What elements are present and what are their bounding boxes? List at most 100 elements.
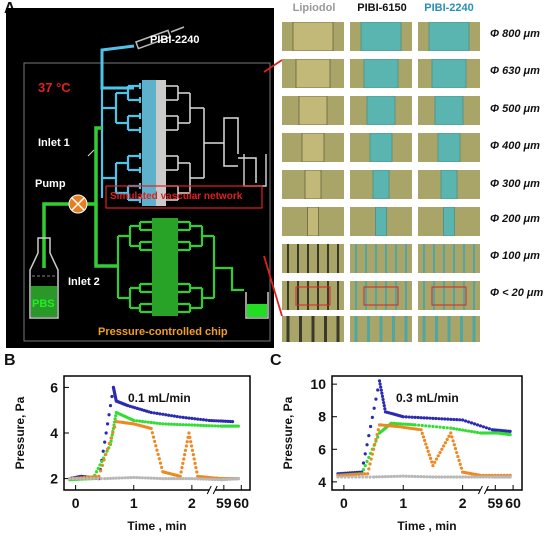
data-point (373, 442, 377, 446)
y-tick-label: 6 (318, 441, 326, 457)
data-point (210, 418, 214, 423)
data-point (365, 459, 369, 464)
micrograph-tile (282, 96, 344, 125)
data-point (407, 415, 411, 419)
data-point (399, 422, 403, 426)
data-point (458, 475, 462, 479)
column-title-pibi6150: PIBI-6150 (357, 2, 407, 14)
data-point (212, 419, 216, 423)
data-point (369, 457, 373, 461)
micrograph-tile (350, 244, 412, 273)
data-point (430, 460, 434, 464)
data-point (351, 472, 355, 477)
data-point (446, 417, 450, 421)
syringe-label: PIBI-2240 (150, 34, 200, 46)
data-point (379, 388, 383, 392)
x-tick-label: 59 (487, 495, 503, 511)
data-point (361, 461, 366, 465)
data-point (104, 452, 108, 457)
data-point (472, 430, 477, 434)
data-point (466, 420, 471, 424)
data-point (431, 475, 435, 479)
data-point (361, 468, 366, 472)
data-point (472, 475, 477, 479)
data-point (416, 474, 420, 479)
data-point (420, 431, 424, 435)
data-point (347, 475, 351, 479)
micrograph-tile (282, 207, 344, 236)
x-tick-label: 0 (72, 495, 80, 511)
data-point (180, 466, 184, 470)
micrograph-tile (282, 170, 344, 199)
data-point (379, 385, 383, 389)
data-point (201, 423, 206, 428)
data-point (151, 435, 156, 439)
data-point (132, 418, 136, 423)
data-point (377, 475, 382, 479)
data-point (167, 477, 171, 481)
data-point (423, 438, 427, 443)
data-point (143, 476, 147, 480)
data-point (368, 424, 373, 429)
micrograph-tile (418, 170, 480, 199)
data-point (469, 429, 474, 434)
data-point (85, 477, 89, 481)
data-point (371, 447, 376, 451)
data-point (182, 457, 186, 461)
data-point (156, 452, 160, 457)
data-point (183, 448, 188, 452)
rate-annotation: 0.1 mL/min (128, 391, 191, 405)
data-point (401, 422, 405, 426)
data-point (419, 475, 423, 479)
data-point (107, 413, 111, 417)
data-point (155, 411, 159, 415)
y-tick-label: 6 (50, 379, 58, 395)
data-point (408, 422, 412, 427)
data-point (469, 475, 474, 479)
data-point (404, 415, 408, 419)
data-point (487, 427, 491, 431)
network-capillaries (142, 80, 166, 206)
data-point (445, 437, 449, 442)
axis-break (209, 486, 216, 494)
data-point (190, 416, 194, 421)
data-point (158, 461, 163, 465)
data-point (350, 475, 354, 479)
data-point (438, 450, 442, 455)
data-point (161, 477, 165, 481)
data-point (192, 457, 196, 461)
data-point (71, 477, 75, 481)
data-point (437, 475, 441, 479)
axis-break (480, 486, 487, 494)
data-point (184, 477, 188, 481)
data-point (417, 423, 421, 427)
data-point (398, 474, 402, 478)
data-point (216, 424, 220, 428)
data-point (434, 475, 438, 479)
data-point (152, 476, 156, 480)
data-point (398, 425, 402, 429)
data-point (406, 422, 410, 426)
data-point (368, 462, 372, 466)
data-point (213, 477, 217, 482)
data-point (428, 456, 433, 461)
x-tick-label: 60 (505, 495, 521, 511)
x-tick-label: 59 (216, 495, 232, 511)
collection-beaker-icon (245, 292, 269, 319)
data-point (114, 414, 118, 418)
x-tick-label: 1 (399, 495, 407, 511)
data-point (375, 433, 379, 437)
data-point (154, 444, 158, 448)
flow-line-green (42, 126, 118, 268)
y-axis-label: Pressure, Pa (281, 396, 295, 469)
data-point (158, 421, 162, 426)
micrograph-tile (350, 281, 412, 310)
data-point (360, 472, 364, 476)
data-point (364, 475, 369, 479)
data-point (198, 423, 203, 427)
data-point (152, 411, 156, 415)
data-point (363, 472, 367, 476)
data-point (394, 421, 398, 426)
data-point (443, 475, 447, 479)
